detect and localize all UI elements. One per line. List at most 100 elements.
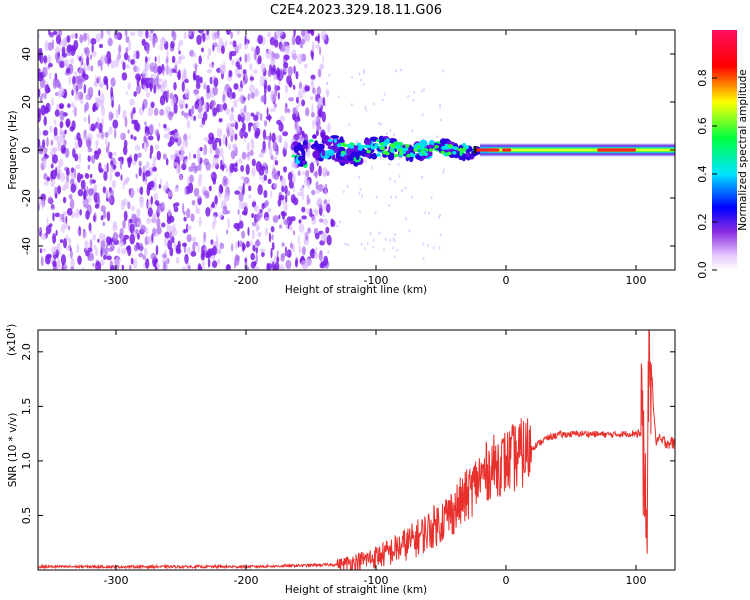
x-tick-label: 0 — [503, 574, 510, 587]
heatmap-noise-cell — [50, 169, 57, 180]
snr-y-axis-label: SNR (10 * v/v) — [7, 413, 19, 488]
heatmap-noise-cell — [38, 88, 41, 98]
heatmap-noise-cell — [130, 59, 135, 65]
heatmap-noise-cell — [102, 186, 106, 194]
heatmap-noise-cell — [191, 236, 197, 242]
heatmap-noise-cell — [145, 91, 150, 99]
heatmap-noise-cell — [311, 112, 315, 118]
heatmap-noise-cell — [60, 224, 66, 233]
heatmap-noise-cell — [261, 251, 265, 258]
heatmap-noise-cell — [66, 247, 71, 251]
heatmap-noise-cell — [147, 207, 153, 217]
heatmap-noise-cell — [133, 91, 137, 97]
heatmap-noise-cell — [171, 228, 178, 237]
heatmap-signal-core — [376, 153, 381, 157]
heatmap-noise-cell — [233, 222, 239, 229]
heatmap-noise-cell — [61, 38, 67, 48]
heatmap-noise-cell — [122, 145, 128, 156]
heatmap-noise-cell — [138, 160, 142, 167]
heatmap-noise-cell — [289, 225, 293, 232]
heatmap-noise-cell — [325, 226, 330, 234]
heatmap-noise-cell — [183, 31, 187, 40]
heatmap-noise-cell — [83, 188, 87, 200]
heatmap-noise-cell — [193, 242, 197, 247]
heatmap-speckle-cell — [404, 217, 407, 221]
heatmap-noise-cell — [206, 68, 213, 74]
heatmap-noise-cell — [285, 259, 292, 270]
heatmap-noise-cell — [62, 185, 67, 192]
heatmap-noise-cell — [293, 30, 296, 37]
heatmap-noise-cell — [169, 247, 174, 257]
heatmap-signal-core — [447, 151, 452, 156]
heatmap-noise-cell — [48, 63, 53, 68]
heatmap-noise-cell — [130, 134, 134, 140]
heatmap-noise-cell — [49, 72, 52, 80]
heatmap-noise-cell — [230, 50, 237, 57]
heatmap-noise-cell — [195, 208, 201, 215]
x-tick-label: -100 — [364, 274, 389, 287]
heatmap-noise-cell — [64, 129, 67, 135]
heatmap-noise-cell — [238, 158, 243, 164]
heatmap-noise-cell — [47, 196, 53, 204]
heatmap-noise-cell — [120, 200, 125, 211]
heatmap-noise-cell — [157, 84, 161, 89]
heatmap-noise-cell — [245, 73, 248, 81]
heatmap-noise-cell — [238, 185, 244, 191]
heatmap-noise-cell — [103, 254, 107, 260]
heatmap-noise-cell — [138, 166, 142, 177]
heatmap-noise-cell — [202, 81, 207, 90]
heatmap-noise-cell — [75, 208, 80, 219]
heatmap-noise-cell — [38, 138, 41, 148]
heatmap-noise-cell — [222, 175, 228, 187]
heatmap-signal-cell — [309, 139, 314, 143]
heatmap-noise-cell — [219, 103, 224, 113]
heatmap-noise-cell — [167, 190, 173, 197]
heatmap-noise-cell — [133, 244, 138, 252]
heatmap-noise-cell — [219, 63, 224, 75]
heatmap-noise-cell — [42, 130, 49, 136]
heatmap-noise-cell — [209, 144, 213, 155]
heatmap-noise-cell — [56, 260, 62, 270]
heatmap-speckle-cell — [400, 189, 403, 192]
colorbar-tick-label: 0.8 — [696, 69, 709, 87]
heatmap-noise-cell — [253, 114, 259, 122]
heatmap-noise-cell — [188, 151, 192, 161]
heatmap-noise-cell — [51, 97, 54, 107]
heatmap-speckle-cell — [363, 247, 366, 251]
heatmap-noise-cell — [305, 262, 309, 270]
heatmap-noise-cell — [279, 224, 283, 229]
heatmap-noise-cell — [174, 149, 180, 157]
heatmap-noise-cell — [197, 154, 201, 164]
heatmap-speckle-cell — [366, 242, 369, 245]
heatmap-noise-cell — [166, 49, 169, 59]
heatmap-noise-cell — [219, 164, 225, 170]
heatmap-noise-cell — [126, 64, 130, 69]
heatmap-speckle-cell — [430, 196, 433, 200]
heatmap-speckle-cell — [358, 72, 361, 76]
heatmap-noise-cell — [225, 30, 231, 35]
heatmap-noise-cell — [231, 59, 235, 66]
heatmap-noise-cell — [38, 226, 41, 234]
heatmap-noise-cell — [68, 194, 73, 200]
heatmap-noise-cell — [66, 175, 69, 183]
heatmap-noise-cell — [59, 87, 65, 97]
heatmap-noise-cell — [113, 258, 120, 267]
heatmap-signal-cell — [327, 138, 333, 143]
heatmap-noise-cell — [38, 53, 42, 61]
heatmap-noise-cell — [266, 31, 272, 38]
heatmap-noise-cell — [142, 69, 148, 79]
heatmap-speckle-cell — [378, 231, 381, 235]
heatmap-noise-cell — [226, 264, 231, 269]
heatmap-noise-cell — [138, 107, 144, 116]
heatmap-noise-cell — [201, 260, 206, 269]
heatmap-noise-cell — [205, 161, 211, 171]
heatmap-noise-cell — [83, 47, 88, 54]
heatmap-noise-cell — [170, 154, 176, 161]
heatmap-noise-cell — [161, 222, 166, 228]
heatmap-noise-cell — [301, 99, 306, 107]
heatmap-noise-cell — [158, 122, 161, 127]
heatmap-noise-cell — [253, 69, 258, 74]
colorbar-gradient — [712, 30, 737, 270]
heatmap-noise-cell — [106, 211, 111, 222]
heatmap-noise-cell — [319, 109, 322, 118]
